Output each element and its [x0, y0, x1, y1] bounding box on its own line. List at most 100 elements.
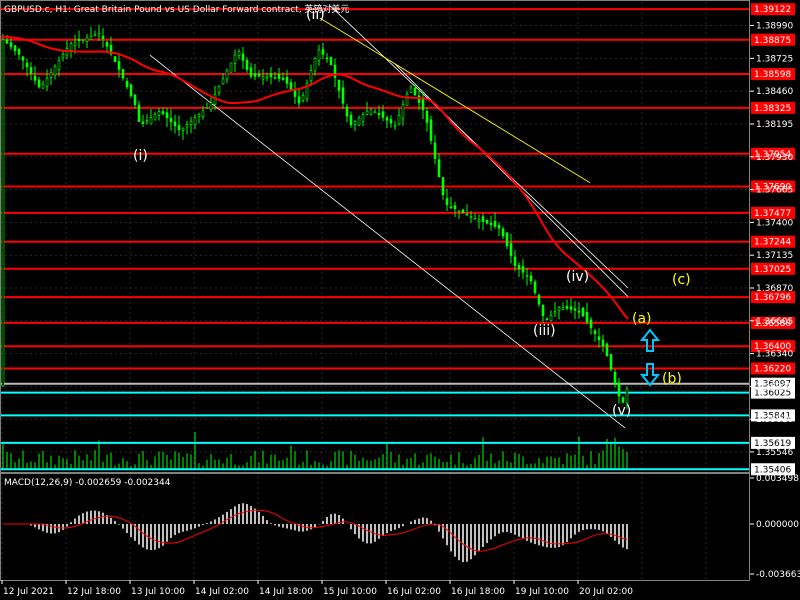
red-level-label: 1.37244 — [754, 238, 791, 248]
candle-body — [433, 142, 437, 159]
candle-body — [133, 94, 137, 106]
candle-body — [97, 33, 101, 36]
candle-body — [201, 110, 205, 117]
red-level-label: 1.36400 — [754, 342, 791, 352]
candle-body — [13, 45, 17, 51]
candle-body — [61, 54, 65, 58]
red-level-label: 1.36796 — [754, 293, 791, 303]
candle-body — [229, 62, 233, 73]
candle-body — [277, 73, 281, 79]
candle-body — [457, 210, 461, 213]
time-axis: 12 Jul 2021 12 Jul 18:00 13 Jul 10:00 14 Ju… — [1, 580, 633, 597]
time-tick-label: 20 Jul 02:00 — [579, 587, 633, 597]
candle-body — [169, 117, 173, 123]
chart-grid — [0, 2, 750, 580]
candle-body — [29, 67, 33, 74]
red-level-tag — [751, 3, 795, 16]
candle-body — [129, 84, 133, 97]
candle-body — [517, 264, 521, 270]
candle-body — [313, 58, 317, 72]
candle-body — [153, 114, 157, 121]
candle-body — [409, 87, 413, 93]
time-tick-label: 19 Jul 10:00 — [515, 587, 569, 597]
candle-body — [161, 111, 165, 115]
candle-body — [81, 38, 85, 41]
price-tick-label: 1.38990 — [756, 22, 793, 32]
candle-body — [149, 117, 153, 125]
candle-body — [265, 75, 269, 79]
candle-body — [581, 307, 585, 317]
down-arrow-icon — [639, 363, 661, 387]
price-tick-label: 1.35546 — [756, 448, 793, 458]
chart-frame — [0, 0, 750, 581]
candle-body — [501, 228, 505, 237]
cyan-level-tag — [751, 436, 795, 449]
channel-lower-line — [149, 54, 626, 429]
red-level-tag — [751, 33, 795, 46]
cyan-level-tag — [751, 463, 795, 476]
candle-body — [621, 397, 625, 403]
red-level-label: 1.37477 — [754, 209, 791, 219]
red-level-tag — [751, 235, 795, 248]
candle-body — [561, 307, 565, 310]
candle-body — [181, 127, 185, 131]
macd-tick-label: -0.003663 — [756, 570, 800, 580]
candle-body — [485, 219, 489, 224]
candle-body — [109, 44, 113, 55]
candle-body — [553, 311, 557, 314]
time-tick-label: 16 Jul 18:00 — [451, 587, 505, 597]
time-tick-label: 16 Jul 02:00 — [387, 587, 441, 597]
candle-body — [617, 382, 621, 397]
time-tick-label: 14 Jul 18:00 — [259, 587, 313, 597]
candle-body — [461, 209, 465, 214]
candle-body — [33, 75, 37, 81]
candle-body — [401, 104, 405, 119]
candle-body — [309, 70, 313, 82]
price-tick-label: 1.37400 — [756, 218, 793, 228]
candle-body — [365, 110, 369, 115]
candle-body — [361, 114, 365, 122]
horizontal-levels: 1.39122 1.38875 1.38598 1.38325 1.37954 1.376… — [0, 3, 795, 476]
candle-body — [465, 213, 469, 216]
candle-body — [77, 38, 81, 42]
candle-body — [89, 35, 93, 40]
candle-body — [353, 121, 357, 125]
direction-arrows — [639, 328, 661, 387]
candle-body — [245, 59, 249, 70]
candle-body — [601, 339, 605, 346]
red-level-label: 1.38598 — [754, 70, 791, 80]
macd-signal-line — [3, 509, 628, 552]
up-arrow-icon — [639, 328, 661, 352]
red-level-tag — [751, 147, 795, 160]
candle-body — [177, 125, 181, 131]
candle-body — [241, 53, 245, 61]
candle-body — [609, 354, 613, 370]
candle-body — [101, 35, 105, 40]
current-price-label: 1.36097 — [754, 380, 791, 390]
wave-labels: (i) (ii) (iii) (iv) (v) (a) (b) (c) — [133, 7, 691, 419]
candle-body — [5, 39, 9, 44]
price-tick-label: 1.35810 — [756, 415, 793, 425]
candle-body — [513, 256, 517, 267]
candle-body — [345, 106, 349, 117]
candle-body — [185, 124, 189, 128]
candle-body — [125, 80, 129, 88]
candle-body — [165, 112, 169, 119]
candle-body — [481, 216, 485, 222]
candle-body — [297, 96, 301, 104]
price-tick-label: 1.36870 — [756, 284, 793, 294]
current-price-tag — [751, 377, 795, 390]
candle-body — [249, 67, 253, 77]
red-level-label: 1.38875 — [754, 36, 791, 46]
price-tick-label: 1.37135 — [756, 251, 793, 261]
candle-body — [349, 114, 353, 126]
candle-body — [105, 41, 109, 47]
red-level-label: 1.37025 — [754, 265, 791, 275]
candle-body — [25, 62, 29, 68]
candle-body — [205, 107, 209, 109]
candle-body — [537, 294, 541, 305]
wave-label: (ii) — [306, 7, 325, 23]
candle-body — [233, 54, 237, 64]
